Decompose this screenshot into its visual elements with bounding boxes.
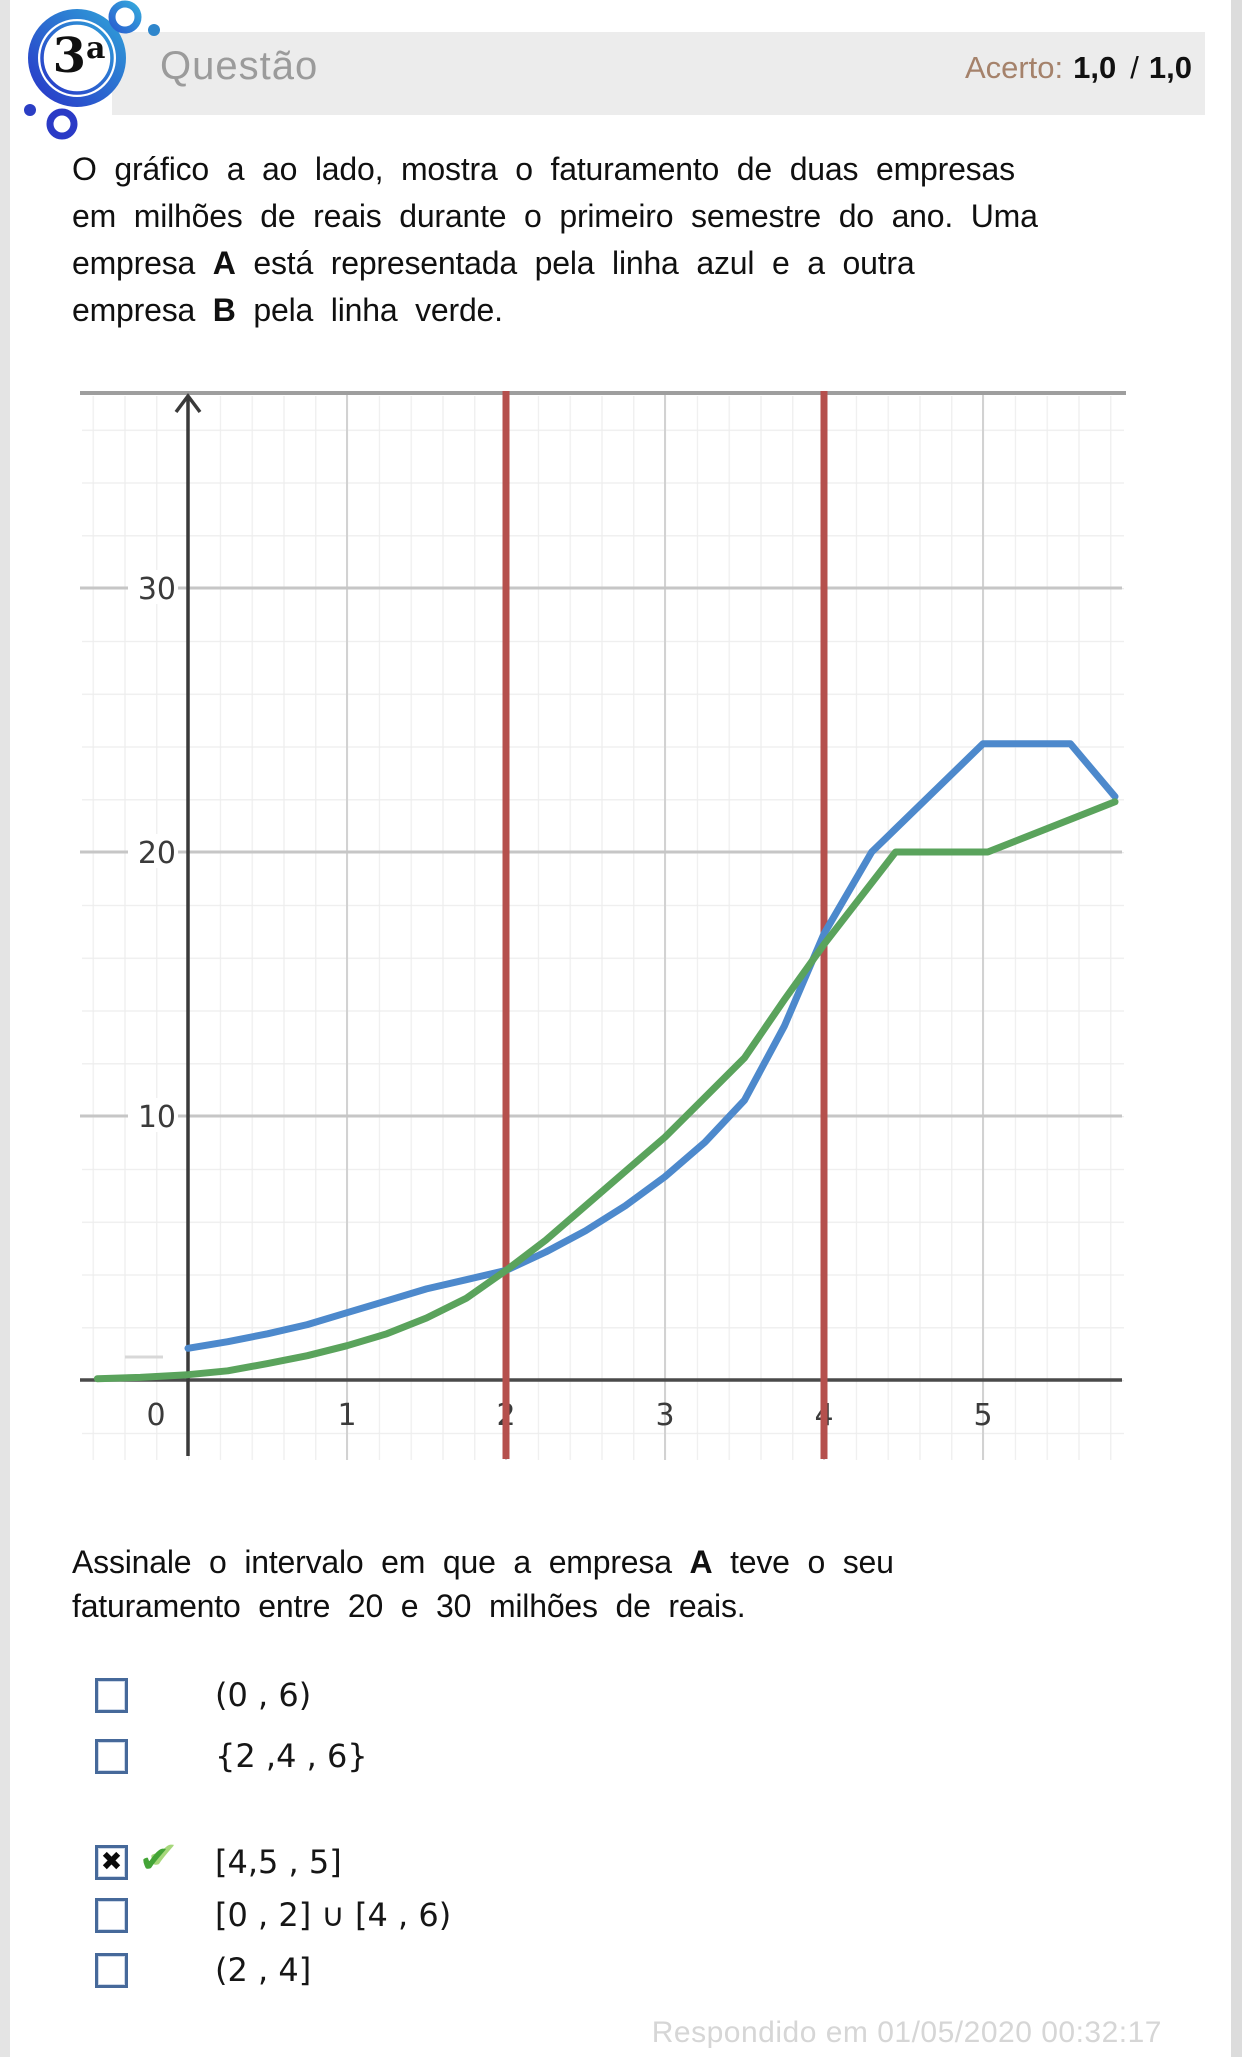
y-tick-10: 10 (138, 1100, 176, 1135)
question-intro-text: O gráfico a ao lado, mostra o faturament… (72, 146, 1177, 334)
checkbox-unchecked[interactable] (95, 1739, 128, 1774)
score-label: Acerto: (964, 50, 1064, 85)
score-total: 1,0 (1148, 50, 1192, 85)
x-tick-0: 0 (146, 1398, 165, 1433)
intro-line-3: empresa A está representada pela linha a… (72, 245, 915, 281)
series-empresa-a-blue-line (184, 740, 1119, 1352)
checkbox-unchecked[interactable] (95, 1898, 128, 1933)
revenue-chart: 30 20 10 0 1 2 3 4 5 (80, 391, 1126, 1460)
question-header-bar (112, 32, 1205, 115)
score-divider: / (1130, 50, 1139, 85)
scrollbar-track[interactable] (1231, 0, 1242, 2057)
intro-line-4: empresa B pela linha verde. (72, 292, 503, 328)
x-tick-3: 3 (655, 1398, 674, 1433)
x-mark-icon: ✖ (100, 1847, 123, 1877)
question-number: 3a (52, 28, 106, 84)
y-tick-labels: 30 20 10 (138, 572, 176, 1135)
prompt-line-1: Assinale o intervalo em que a empresa A … (72, 1544, 894, 1580)
company-b-bold: B (212, 292, 236, 328)
series-empresa-b-green-line (93, 798, 1119, 1383)
intro-line-1: O gráfico a ao lado, mostra o faturament… (72, 151, 1015, 187)
y-label-backgrounds (128, 570, 178, 1132)
intro-line-2: em milhões de reais durante o primeiro s… (72, 198, 1038, 234)
score-display: Acerto: 1,0 / 1,0 (965, 50, 1192, 86)
vertical-marker-lines (502, 391, 828, 1459)
x-tick-1: 1 (337, 1398, 356, 1433)
option-label: [0 , 2] ∪ [4 , 6) (215, 1896, 452, 1934)
y-axis-arrow-icon (174, 393, 202, 414)
company-a-bold: A (212, 245, 236, 281)
score-value: 1,0 (1073, 50, 1117, 85)
option-label: (2 , 4] (215, 1951, 312, 1989)
window-edge-left (0, 0, 10, 2057)
option-label: [4,5 , 5] (215, 1843, 342, 1881)
checkbox-checked[interactable]: ✖ (95, 1845, 128, 1880)
company-a-bold: A (689, 1544, 713, 1580)
question-number-badge-icon (24, 0, 160, 140)
correct-check-icon: ✔ (139, 1838, 171, 1881)
checkbox-unchecked[interactable] (95, 1678, 128, 1713)
y-tick-30: 30 (138, 572, 176, 607)
option-label: {2 ,4 , 6} (215, 1737, 368, 1775)
answered-timestamp: Respondido em 01/05/2020 00:32:17 (651, 2016, 1162, 2049)
option-label: (0 , 6) (215, 1676, 312, 1714)
y-tick-20: 20 (138, 836, 176, 871)
x-tick-5: 5 (973, 1398, 992, 1433)
question-prompt-text: Assinale o intervalo em que a empresa A … (72, 1540, 1177, 1628)
prompt-line-2: faturamento entre 20 e 30 milhões de rea… (72, 1588, 746, 1624)
correct-check-icon: ✔ (147, 1834, 179, 1877)
question-header-title: Questão (160, 44, 319, 88)
checkbox-unchecked[interactable] (95, 1953, 128, 1988)
chart-minor-grid (82, 396, 1124, 1460)
